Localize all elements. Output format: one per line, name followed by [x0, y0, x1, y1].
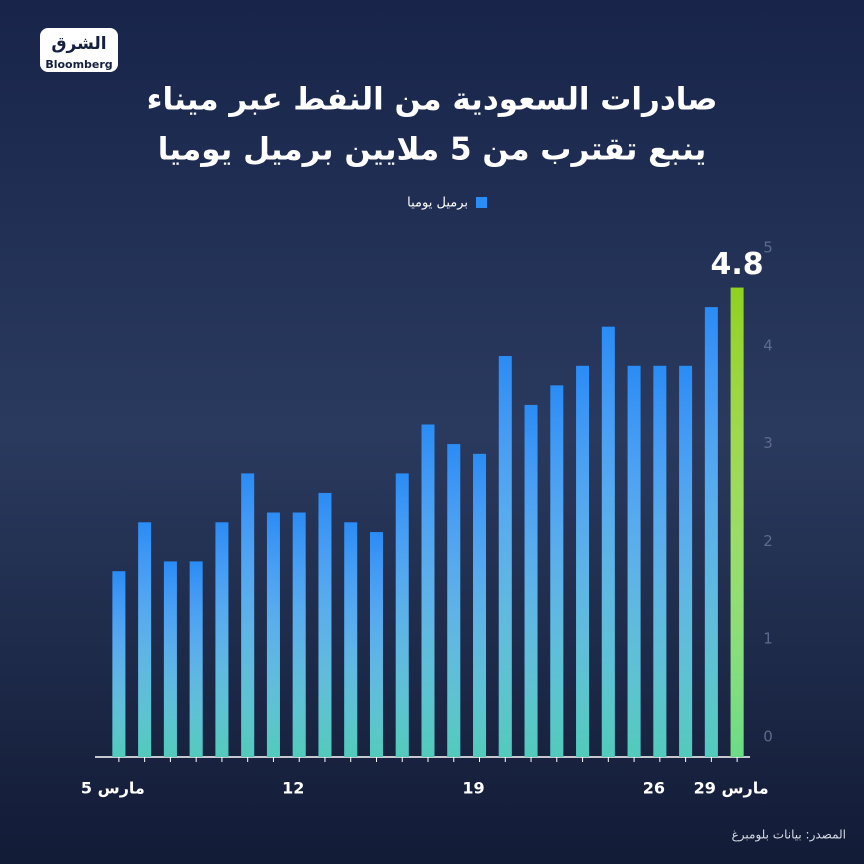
bar-shade [138, 522, 152, 757]
bar-shade [473, 453, 487, 757]
bar-shade [369, 532, 383, 757]
y-tick-label: 4 [763, 336, 773, 354]
logo-partner: Bloomberg [45, 58, 112, 71]
bar-shade [395, 473, 409, 757]
logo-brand: الشرق [51, 34, 106, 54]
bar-shade [318, 492, 332, 757]
bar-shade [215, 522, 229, 757]
y-tick-label: 5 [763, 239, 773, 257]
legend-label: برميل يوميا [407, 196, 468, 211]
bar-shade [498, 356, 512, 757]
y-tick-label: 2 [763, 532, 773, 550]
bar-shade [266, 512, 280, 757]
bar-shade [627, 365, 641, 757]
bar-shade [524, 404, 538, 757]
x-tick-label: 29 مارس [694, 779, 769, 798]
bar-shade [576, 365, 590, 757]
bar-shade [730, 287, 744, 757]
bar-shade [550, 385, 564, 757]
chart-title: صادرات السعودية من النفط عبر ميناء [147, 82, 718, 118]
bar-shade [704, 307, 718, 757]
bar-shade [112, 571, 126, 757]
bar-shade [653, 365, 667, 757]
y-tick-label: 1 [763, 630, 773, 648]
bar-shade [679, 365, 693, 757]
x-tick-label: 19 [462, 779, 484, 798]
bar-shade [292, 512, 306, 757]
bar-shade [601, 326, 615, 757]
logo-box [40, 28, 118, 72]
value-label: 4.8 [711, 247, 764, 282]
bar-shade [421, 424, 435, 757]
bar-shade [344, 522, 358, 757]
bar-shade [163, 561, 177, 757]
legend-swatch [476, 197, 487, 208]
x-tick-label: 26 [643, 779, 665, 798]
y-tick-label: 0 [763, 728, 773, 746]
bar-shade [189, 561, 203, 757]
source: المصدر: بيانات بلومبرغ [732, 828, 846, 843]
x-tick-label: 5 مارس [81, 779, 145, 798]
bar-shade [447, 444, 461, 757]
chart-subtitle: ينبع تقترب من 5 ملايين برميل يوميا [158, 132, 707, 168]
y-tick-label: 3 [763, 434, 773, 452]
x-tick-label: 12 [282, 779, 304, 798]
bar-shade [241, 473, 255, 757]
